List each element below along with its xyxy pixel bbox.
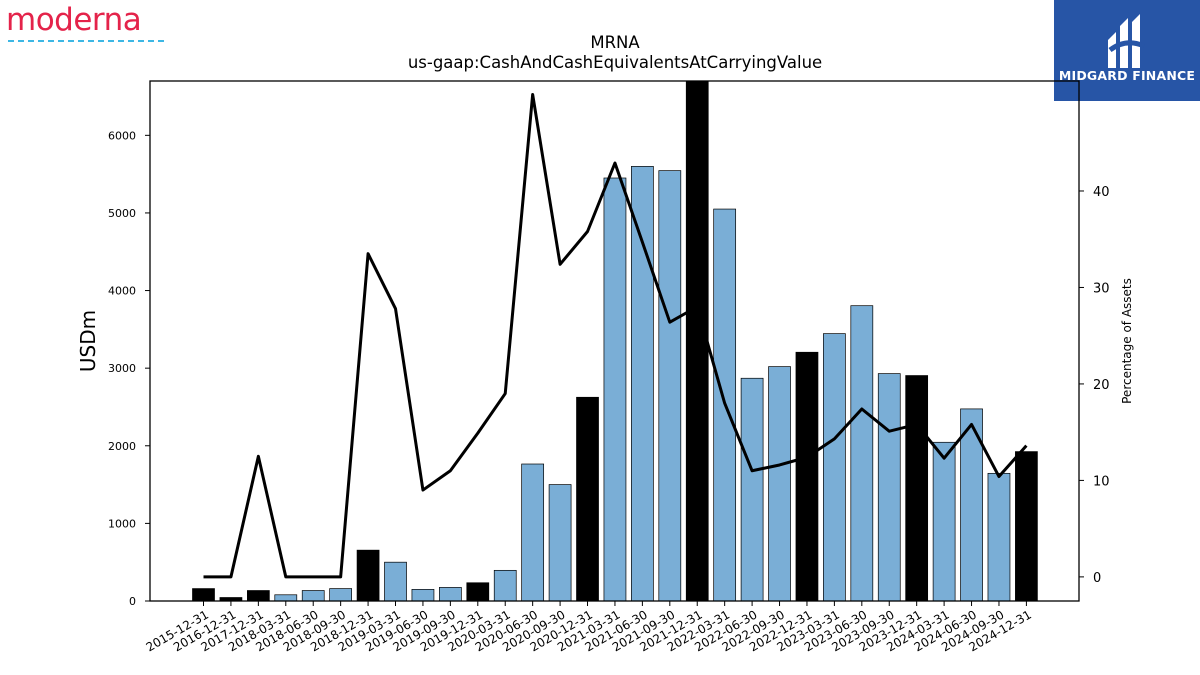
midgard-finance-logo: MIDGARD FINANCE <box>1054 0 1200 101</box>
y-tick-label: 6000 <box>108 129 136 142</box>
bar-2020-09-30 <box>548 484 572 602</box>
y-axis-label: USDm <box>76 310 100 372</box>
y-tick-label: 4000 <box>108 285 136 298</box>
bar-2020-06-30 <box>521 463 545 602</box>
midgard-emblem-icon <box>1108 14 1146 68</box>
bar-2021-06-30 <box>631 166 654 602</box>
bar-2023-03-31 <box>823 333 846 602</box>
y2-tick-label: 40 <box>1093 185 1110 200</box>
moderna-logo-text: moderna <box>6 2 142 38</box>
bar-2024-12-31 <box>1015 451 1038 602</box>
y-tick-label: 2000 <box>108 440 136 453</box>
y2-tick-label: 30 <box>1093 281 1110 296</box>
bar-2023-09-30 <box>877 373 901 602</box>
moderna-logo-underline <box>8 40 164 42</box>
bar-2018-06-30 <box>301 590 325 602</box>
chart-title: MRNA <box>590 33 640 52</box>
bar-2019-06-30 <box>411 589 435 602</box>
bar-2021-12-31 <box>685 80 709 602</box>
y2-tick-label: 10 <box>1093 474 1110 489</box>
bar-2022-09-30 <box>768 366 791 602</box>
bar-2024-03-31 <box>932 441 956 602</box>
chart-subtitle: us-gaap:CashAndCashEquivalentsAtCarrying… <box>408 53 822 72</box>
y2-tick-label: 0 <box>1093 571 1101 586</box>
bar-2020-12-31 <box>576 396 599 602</box>
bar-2023-12-31 <box>905 375 929 602</box>
y-tick-label: 3000 <box>108 362 136 375</box>
y-tick-label: 5000 <box>108 207 136 220</box>
x-axis: 2015-12-312016-12-312017-12-312018-03-31… <box>144 601 1034 654</box>
bar-2023-06-30 <box>850 305 874 602</box>
bar-2019-09-30 <box>439 587 462 602</box>
bar-2024-09-30 <box>987 472 1011 602</box>
bar-2019-12-31 <box>466 582 490 602</box>
midgard-finance-logo-text: MIDGARD FINANCE <box>1058 68 1196 83</box>
bar-series <box>192 80 1038 602</box>
percentage-of-assets-line <box>203 93 1028 579</box>
y-tick-label: 1000 <box>108 517 136 530</box>
bar-2019-03-31 <box>384 561 407 602</box>
bar-2018-12-31 <box>356 549 380 602</box>
bar-2022-06-30 <box>740 377 764 602</box>
bar-2022-12-31 <box>795 351 819 602</box>
bar-2017-12-31 <box>247 590 270 602</box>
left-axis: 0 1000 2000 3000 4000 5000 6000 <box>108 129 150 608</box>
bar-2021-03-31 <box>603 177 627 602</box>
bar-2020-03-31 <box>493 569 517 602</box>
moderna-logo: moderna <box>6 2 176 46</box>
y2-tick-label: 20 <box>1093 378 1110 393</box>
line-series <box>203 93 1028 579</box>
bar-2018-09-30 <box>329 588 352 602</box>
bar-2015-12-31 <box>192 588 215 602</box>
y2-axis-label: Percentage of Assets <box>1120 278 1134 404</box>
bar-2018-03-31 <box>274 594 298 602</box>
right-axis: 0 10 20 30 40 <box>1079 185 1110 586</box>
bar-2021-09-30 <box>658 170 682 602</box>
y-tick-label: 0 <box>129 595 136 608</box>
